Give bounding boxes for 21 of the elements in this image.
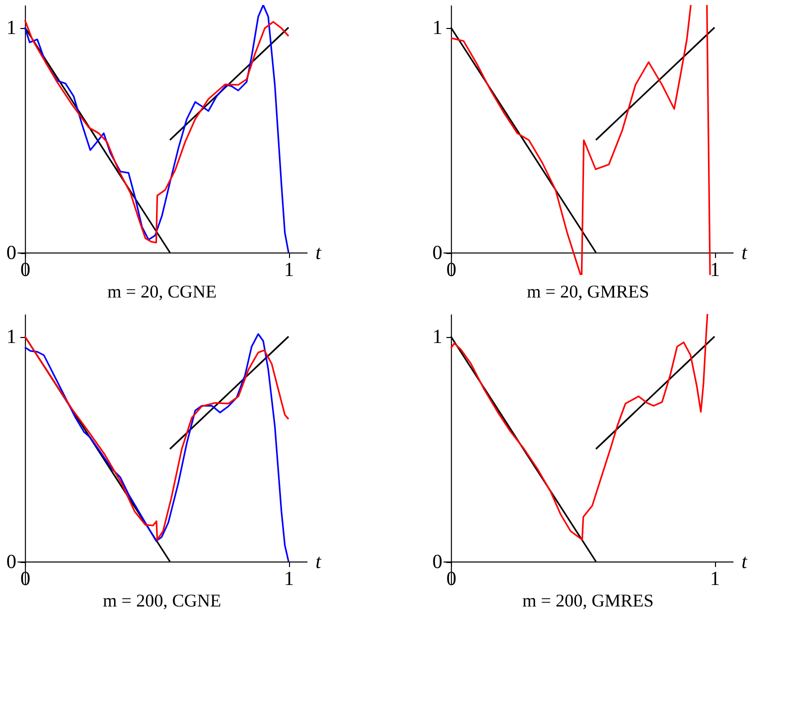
y-tick-label: 0 <box>6 551 16 573</box>
y-tick-label: 1 <box>6 17 16 39</box>
x-axis-title: t <box>742 242 748 264</box>
y-tick-label: 0 <box>432 551 442 573</box>
y-tick-label: 0 <box>6 242 16 264</box>
x-axis-title: t <box>316 242 322 264</box>
text: m = 200, CGNE <box>102 590 222 610</box>
text: m = 20, GMRES <box>526 282 650 302</box>
y-tick-label: 1 <box>432 17 442 39</box>
x-tick-label: 1 <box>710 259 720 281</box>
text: m = 20, CGNE <box>107 282 217 302</box>
line-series <box>450 314 708 540</box>
x-axis-title: t <box>742 551 748 573</box>
x-tick-label: 1 <box>284 259 294 281</box>
x-axis-title: t <box>316 551 322 573</box>
x-tick-label: 1 <box>284 568 294 590</box>
y-tick-label: 1 <box>432 326 442 348</box>
y-tick-label: 0 <box>432 242 442 264</box>
x-tick-label: 1 <box>710 568 720 590</box>
y-tick-label: 1 <box>6 326 16 348</box>
text: m = 200, GMRES <box>522 590 654 610</box>
